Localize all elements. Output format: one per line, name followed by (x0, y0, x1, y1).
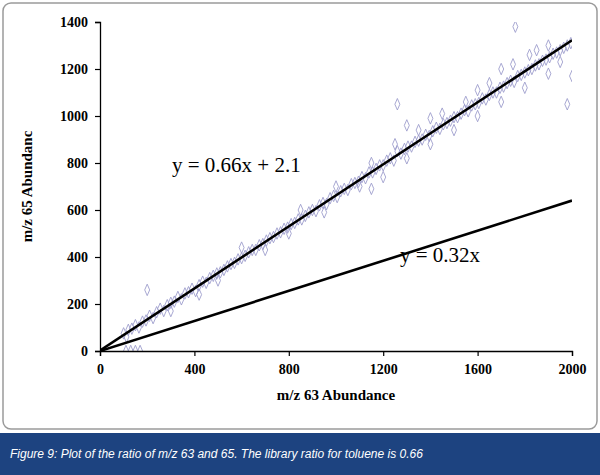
tick-mark (95, 69, 100, 70)
scatter-point (263, 244, 268, 255)
scatter-point (416, 124, 421, 135)
tick-mark (95, 257, 100, 258)
tick: 800 (67, 156, 100, 171)
equation-label: y = 0.32x (400, 243, 481, 267)
scatter-point (487, 77, 492, 88)
scatter-point (298, 204, 303, 215)
tick-mark (95, 22, 100, 23)
caption: Figure 9: Plot of the ratio of m/z 63 an… (10, 447, 423, 461)
axis-line (101, 352, 573, 357)
scatter-point (128, 345, 133, 351)
scatter-point (475, 84, 480, 95)
tick-label: 400 (184, 362, 205, 377)
scatter-point (404, 120, 409, 131)
tick-label: 1000 (60, 109, 88, 124)
tick-mark (572, 351, 573, 356)
scatter-points (121, 22, 572, 351)
tick: 0 (81, 344, 100, 359)
scatter-point (463, 96, 468, 107)
x-axis-title: m/z 63 Abundance (277, 387, 396, 403)
tick-mark (95, 304, 100, 305)
x-axis: 0 400 800 1200 1600 2000 (97, 351, 587, 377)
tick-mark (194, 351, 195, 356)
tick: 400 (67, 250, 100, 265)
y-axis: 0 200 400 600 800 1000 1200 1400 (60, 15, 101, 359)
scatter-point (513, 22, 518, 32)
scatter-point (546, 68, 551, 79)
scatter-point (145, 284, 150, 295)
scatter-point (428, 138, 433, 149)
scatter-point (197, 289, 202, 300)
tick-label: 600 (67, 203, 88, 218)
scatter-point (168, 305, 173, 316)
tick: 2000 (559, 351, 587, 377)
tick: 200 (67, 297, 100, 312)
tick-mark (95, 116, 100, 117)
fit-line (100, 40, 572, 350)
tick-label: 0 (81, 344, 88, 359)
scatter-point (570, 70, 572, 81)
scatter-point (286, 228, 291, 239)
tick-mark (95, 163, 100, 164)
tick-label: 400 (67, 250, 88, 265)
scatter-point (522, 82, 527, 93)
tick-label: 800 (279, 362, 300, 377)
tick: 1400 (60, 15, 100, 30)
scatter-point (452, 124, 457, 135)
scatter-point (440, 108, 445, 119)
scatter-point (475, 110, 480, 121)
scatter-point (395, 99, 400, 110)
tick: 0 (97, 351, 104, 377)
scatter-point (499, 96, 504, 107)
scatter-point (381, 171, 386, 182)
scatter-point (534, 44, 539, 55)
tick-label: 2000 (559, 362, 587, 377)
tick: 1600 (464, 351, 492, 377)
scatter-point (565, 99, 570, 110)
tick-mark (289, 351, 290, 356)
scatter-point (138, 345, 143, 351)
scatter-point (499, 63, 504, 74)
scatter-point (404, 153, 409, 164)
scatter-point (322, 207, 327, 218)
tick-label: 1600 (464, 362, 492, 377)
scatter-point (527, 49, 532, 60)
tick-label: 0 (97, 362, 104, 377)
equation-label: y = 0.66x + 2.1 (172, 153, 301, 177)
tick-label: 1400 (60, 15, 88, 30)
scatter-point (133, 345, 138, 351)
scatter-point (428, 113, 433, 124)
plot-area (100, 22, 572, 351)
scatter-point (216, 275, 221, 286)
tick-label: 1200 (60, 62, 88, 77)
scatter-point (546, 40, 551, 51)
scatter-point (123, 345, 128, 351)
chart-frame (3, 3, 597, 429)
scatter-point (393, 138, 398, 149)
scatter-point (558, 56, 563, 67)
fit-line (100, 201, 572, 351)
tick-mark (95, 210, 100, 211)
caption-band (0, 433, 600, 475)
tick-mark (478, 351, 479, 356)
scatter-point (369, 157, 374, 168)
axis-line (95, 23, 101, 352)
scatter-point (334, 181, 339, 192)
scatter-point (369, 183, 374, 194)
scatter-point (511, 59, 516, 70)
tick: 600 (67, 203, 100, 218)
tick: 1200 (370, 351, 398, 377)
y-axis-title: m/z 65 Abundanc (19, 130, 35, 242)
tick-label: 1200 (370, 362, 398, 377)
tick: 1200 (60, 62, 100, 77)
tick-label: 800 (67, 156, 88, 171)
tick-mark (95, 351, 100, 352)
chart: 0 400 800 1200 1600 2000 0 200 400 600 800 1000 1200… (0, 0, 600, 475)
tick-mark (383, 351, 384, 356)
scatter-point (239, 242, 244, 253)
tick: 1000 (60, 109, 100, 124)
tick-label: 200 (67, 297, 88, 312)
tick: 800 (279, 351, 300, 377)
tick: 400 (184, 351, 205, 377)
